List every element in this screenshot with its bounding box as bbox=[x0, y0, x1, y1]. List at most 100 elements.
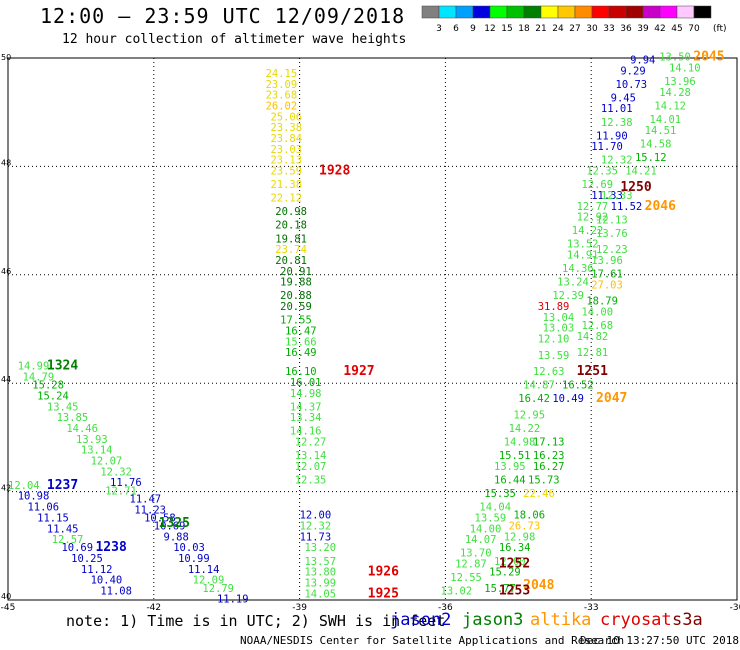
track-time-label: 1925 bbox=[368, 586, 399, 601]
track-time-label: 1250 bbox=[620, 180, 651, 195]
wave-height-value: 15.24 bbox=[37, 390, 69, 402]
legend-s3a: s3a bbox=[672, 610, 703, 630]
wave-height-value: 10.49 bbox=[552, 393, 584, 405]
wave-height-value: 15.73 bbox=[528, 474, 560, 486]
wave-height-value: 12.09 bbox=[193, 575, 225, 587]
wave-height-value: 13.59 bbox=[538, 350, 570, 362]
legend-jason2: jason2 bbox=[390, 610, 452, 630]
lat-tick-label: 42 bbox=[1, 484, 11, 493]
wave-height-value: 12.00 bbox=[494, 556, 526, 568]
page-subtitle: 12 hour collection of altimeter wave hei… bbox=[62, 32, 407, 47]
wave-height-value: 10.69 bbox=[61, 542, 93, 554]
wave-height-value: 11.76 bbox=[110, 477, 142, 489]
wave-height-value: 12.13 bbox=[596, 214, 628, 226]
wave-height-value: 17.13 bbox=[533, 437, 565, 449]
wave-height-value: 16.01 bbox=[290, 377, 322, 389]
wave-height-value: 12.33 bbox=[601, 190, 633, 202]
wave-height-value: 16.42 bbox=[518, 393, 550, 405]
wave-height-value: 13.34 bbox=[290, 412, 322, 424]
wave-height-value: 16.49 bbox=[285, 347, 317, 359]
wave-height-value: 14.00 bbox=[470, 523, 502, 535]
lon-tick-label: -36 bbox=[438, 603, 453, 613]
wave-height-value: 22.12 bbox=[270, 193, 302, 205]
wave-height-value: 23.09 bbox=[266, 79, 298, 91]
wave-height-value: 13.99 bbox=[304, 577, 336, 589]
wave-height-value: 12.10 bbox=[538, 334, 570, 346]
wave-height-value: 12.07 bbox=[91, 456, 123, 468]
wave-height-value: 25.06 bbox=[270, 111, 302, 123]
wave-height-value: 12.35 bbox=[295, 474, 327, 486]
wave-height-value: 10.58 bbox=[144, 512, 176, 524]
wave-height-value: 14.99 bbox=[18, 361, 50, 373]
wave-height-value: 20.98 bbox=[275, 206, 307, 218]
wave-height-value: 15.66 bbox=[285, 336, 317, 348]
track-time-label: 1325 bbox=[159, 516, 190, 531]
wave-height-value: 20.91 bbox=[280, 266, 312, 278]
wave-height-value: 14.46 bbox=[66, 423, 98, 435]
wave-height-value: 19.88 bbox=[280, 277, 312, 289]
wave-height-value: 11.01 bbox=[601, 103, 633, 115]
wave-height-value: 11.47 bbox=[130, 493, 162, 505]
wave-height-value: 23.03 bbox=[270, 144, 302, 156]
wave-height-value: 13.02 bbox=[441, 586, 473, 598]
lat-tick-label: 48 bbox=[1, 158, 11, 167]
wave-height-value: 18.79 bbox=[586, 296, 618, 308]
wave-height-value: 15.29 bbox=[489, 567, 521, 579]
wave-height-value: 10.73 bbox=[616, 79, 648, 91]
track-time-label: 1237 bbox=[47, 478, 78, 493]
lon-tick-label: -45 bbox=[1, 603, 16, 613]
wave-height-value: 11.73 bbox=[300, 531, 332, 543]
wave-height-value: 14.51 bbox=[645, 125, 677, 137]
legend-altika: altika bbox=[530, 610, 592, 630]
wave-height-value: 13.03 bbox=[543, 323, 575, 335]
wave-height-value: 14.12 bbox=[654, 100, 686, 112]
wave-height-value: 12.38 bbox=[601, 117, 633, 129]
legend-cryosat: cryosat bbox=[600, 610, 672, 630]
wave-height-value: 14.37 bbox=[290, 401, 322, 413]
wave-height-value: 14.91 bbox=[567, 250, 599, 262]
lon-tick-label: -39 bbox=[292, 603, 307, 613]
scale-tick-label: 6 bbox=[453, 24, 459, 34]
wave-height-value: 13.80 bbox=[304, 567, 336, 579]
wave-height-value: 14.22 bbox=[509, 423, 541, 435]
wave-height-value: 14.36 bbox=[562, 263, 594, 275]
wave-height-value: 11.52 bbox=[611, 201, 643, 213]
wave-height-value: 13.96 bbox=[664, 76, 696, 88]
lat-tick-label: 46 bbox=[1, 267, 11, 276]
wave-height-value: 16.23 bbox=[533, 450, 565, 462]
wave-height-value: 14.04 bbox=[479, 502, 511, 514]
wave-height-value: 9.29 bbox=[620, 65, 645, 77]
wave-height-value: 12.92 bbox=[577, 212, 609, 224]
wave-height-value: 14.87 bbox=[523, 380, 555, 392]
wave-height-value: 9.45 bbox=[611, 92, 636, 104]
wave-height-value: 17.55 bbox=[280, 315, 312, 327]
wave-height-value: 13.85 bbox=[57, 412, 89, 424]
wave-height-value: 11.08 bbox=[100, 586, 132, 598]
scale-tick-label: 21 bbox=[535, 24, 546, 34]
scale-tick-label: 18 bbox=[518, 24, 530, 34]
wave-height-value: 14.58 bbox=[640, 138, 672, 150]
credits: NOAA/NESDIS Center for Satellite Applica… bbox=[240, 634, 625, 647]
wave-height-value: 12.00 bbox=[300, 510, 332, 522]
scale-unit-label: (ft) bbox=[713, 24, 727, 34]
wave-height-value: 13.24 bbox=[557, 277, 589, 289]
scale-tick-label: 70 bbox=[688, 24, 700, 34]
wave-height-value: 11.12 bbox=[81, 564, 113, 576]
wave-height-value: 13.14 bbox=[81, 445, 113, 457]
wave-height-value: 12.69 bbox=[581, 179, 613, 191]
scale-tick-label: 27 bbox=[569, 24, 580, 34]
wave-height-value: 21.38 bbox=[270, 179, 302, 191]
wave-height-value: 11.14 bbox=[188, 564, 220, 576]
lat-tick-label: 40 bbox=[1, 592, 11, 601]
wave-height-value: 16.47 bbox=[285, 325, 317, 337]
wave-height-value: 14.21 bbox=[625, 166, 657, 178]
wave-height-value: 20.59 bbox=[280, 301, 312, 313]
wave-height-value: 14.22 bbox=[572, 225, 604, 237]
wave-height-value: 16.10 bbox=[285, 366, 317, 378]
scale-tick-label: 15 bbox=[501, 24, 512, 34]
wave-height-value: 14.10 bbox=[669, 63, 701, 75]
wave-height-value: 12.39 bbox=[552, 290, 584, 302]
wave-height-value: 12.81 bbox=[577, 347, 609, 359]
wave-height-value: 12.71 bbox=[105, 485, 137, 497]
wave-height-value: 12.32 bbox=[300, 521, 332, 533]
